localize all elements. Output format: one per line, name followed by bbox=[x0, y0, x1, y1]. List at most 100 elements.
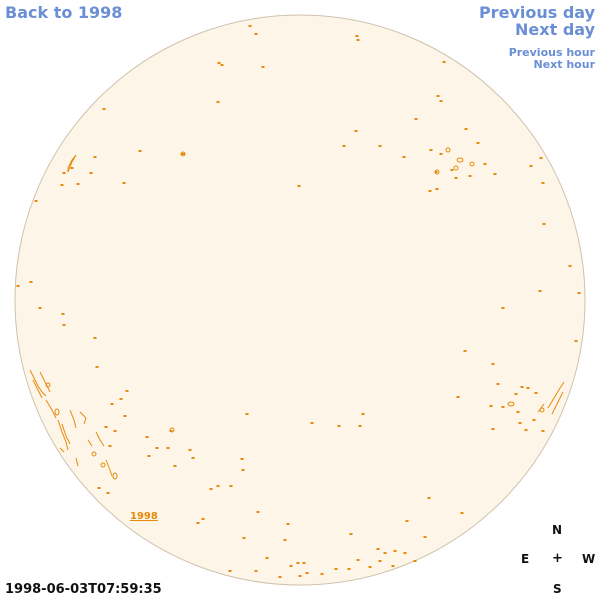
feature-contour bbox=[39, 371, 51, 393]
feature-dot bbox=[439, 153, 443, 155]
feature-contour bbox=[95, 431, 105, 447]
feature-dot bbox=[283, 539, 287, 541]
feature-dot bbox=[181, 153, 185, 155]
year-link[interactable]: 1998 bbox=[130, 511, 158, 522]
feature-dot bbox=[541, 430, 545, 432]
feature-dot bbox=[501, 406, 505, 408]
feature-dot bbox=[358, 425, 362, 427]
feature-dot bbox=[106, 492, 110, 494]
feature-dot bbox=[110, 403, 114, 405]
back-to-year-link[interactable]: Back to 1998 bbox=[5, 3, 123, 22]
feature-contour bbox=[105, 459, 113, 477]
feature-dot bbox=[209, 488, 213, 490]
feature-dot bbox=[460, 512, 464, 514]
compass-west: W bbox=[582, 552, 596, 566]
feature-dot bbox=[89, 172, 93, 174]
feature-dot bbox=[428, 190, 432, 192]
next-day-link[interactable]: Next day bbox=[515, 20, 595, 39]
feature-dot bbox=[542, 223, 546, 225]
feature-ring bbox=[169, 427, 175, 433]
feature-ring bbox=[453, 165, 459, 171]
feature-dot bbox=[361, 413, 365, 415]
feature-dot bbox=[245, 413, 249, 415]
feature-contour bbox=[87, 439, 93, 447]
feature-dot bbox=[76, 183, 80, 185]
feature-dot bbox=[138, 150, 142, 152]
feature-dot bbox=[354, 130, 358, 132]
feature-dot bbox=[188, 449, 192, 451]
feature-dot bbox=[108, 445, 112, 447]
feature-contour bbox=[537, 403, 545, 413]
feature-dot bbox=[391, 565, 395, 567]
feature-ring bbox=[100, 462, 106, 468]
feature-dot bbox=[254, 33, 258, 35]
feature-dot bbox=[423, 536, 427, 538]
feature-dot bbox=[62, 324, 66, 326]
feature-dot bbox=[265, 557, 269, 559]
feature-ring bbox=[507, 401, 515, 407]
feature-dot bbox=[155, 447, 159, 449]
feature-dot bbox=[378, 145, 382, 147]
feature-dot bbox=[526, 387, 530, 389]
feature-dot bbox=[248, 25, 252, 27]
feature-dot bbox=[38, 307, 42, 309]
feature-dot bbox=[278, 576, 282, 578]
feature-ring bbox=[112, 472, 118, 480]
feature-dot bbox=[442, 61, 446, 63]
next-hour-link[interactable]: Next hour bbox=[533, 58, 596, 71]
previous-hour-link[interactable]: Previous hour bbox=[508, 46, 595, 59]
feature-dot bbox=[414, 118, 418, 120]
feature-dot bbox=[541, 182, 545, 184]
feature-dot bbox=[70, 167, 74, 169]
feature-dot bbox=[102, 108, 106, 110]
feature-dot bbox=[450, 169, 454, 171]
feature-contours bbox=[16, 25, 581, 578]
feature-dot bbox=[427, 497, 431, 499]
feature-dot bbox=[216, 101, 220, 103]
feature-ring bbox=[91, 451, 97, 457]
feature-dot bbox=[342, 145, 346, 147]
feature-dot bbox=[60, 184, 64, 186]
compass-east: E bbox=[521, 552, 530, 566]
feature-ring bbox=[434, 169, 440, 175]
feature-dot bbox=[173, 465, 177, 467]
feature-dot bbox=[34, 200, 38, 202]
feature-dot bbox=[220, 64, 224, 66]
feature-dot bbox=[297, 185, 301, 187]
feature-dot bbox=[241, 469, 245, 471]
feature-dot bbox=[201, 518, 205, 520]
feature-dot bbox=[242, 537, 246, 539]
feature-dot bbox=[436, 95, 440, 97]
feature-dot bbox=[16, 285, 20, 287]
feature-dot bbox=[95, 366, 99, 368]
feature-dot bbox=[464, 128, 468, 130]
feature-ring bbox=[445, 147, 451, 153]
feature-dot bbox=[104, 426, 108, 428]
feature-dot bbox=[577, 292, 581, 294]
feature-dot bbox=[256, 511, 260, 513]
feature-dot bbox=[491, 428, 495, 430]
feature-dot bbox=[289, 565, 293, 567]
feature-contour bbox=[45, 399, 57, 419]
feature-contour bbox=[75, 457, 79, 467]
feature-dot bbox=[93, 156, 97, 158]
feature-dot bbox=[538, 290, 542, 292]
feature-dot bbox=[520, 386, 524, 388]
feature-dot bbox=[191, 457, 195, 459]
feature-dot bbox=[516, 411, 520, 413]
feature-dot bbox=[261, 66, 265, 68]
feature-dot bbox=[402, 156, 406, 158]
feature-dot bbox=[305, 572, 309, 574]
feature-dot bbox=[302, 562, 306, 564]
feature-contour bbox=[61, 423, 71, 445]
feature-dot bbox=[320, 573, 324, 575]
feature-dot bbox=[489, 405, 493, 407]
previous-day-link[interactable]: Previous day bbox=[478, 3, 595, 22]
feature-dot bbox=[217, 62, 221, 64]
feature-dot bbox=[356, 39, 360, 41]
feature-dot bbox=[228, 570, 232, 572]
compass-center: + bbox=[552, 551, 563, 566]
feature-dot bbox=[574, 340, 578, 342]
feature-dot bbox=[113, 430, 117, 432]
